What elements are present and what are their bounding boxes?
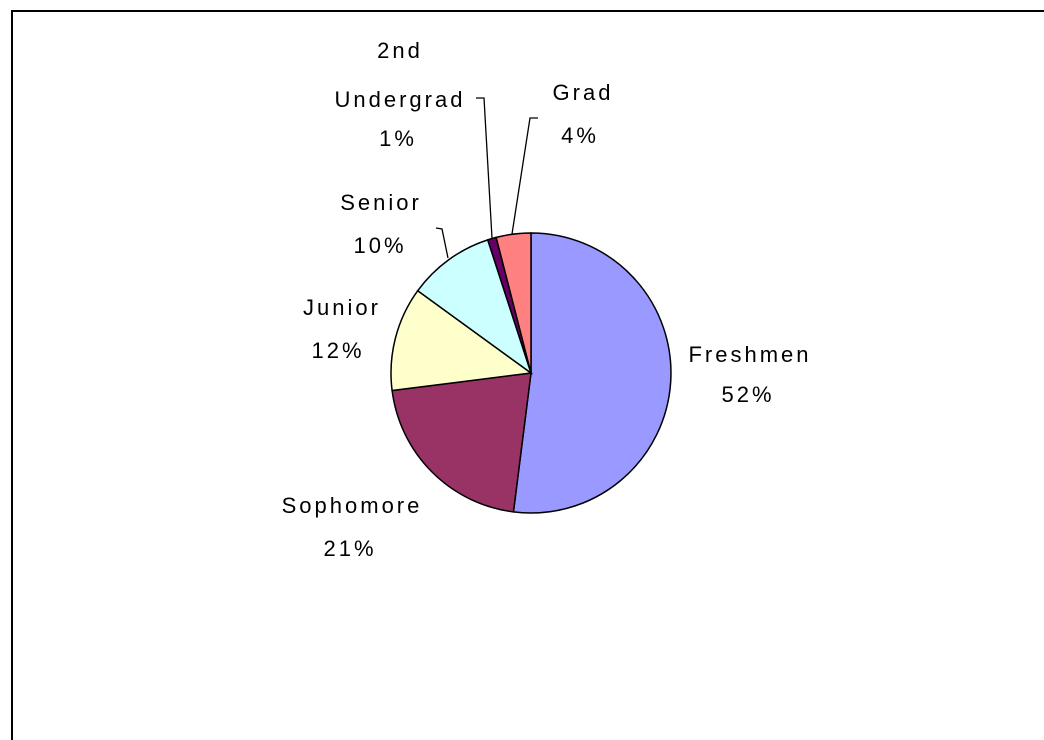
data-label-grad-name: Grad (553, 80, 614, 105)
pie-slice-freshmen (512, 232, 672, 514)
data-label-freshmen-name: Freshmen (688, 342, 811, 367)
pie-slice-senior (416, 238, 533, 375)
data-label-freshmen-percent: 52% (721, 382, 774, 407)
leader-line-grad (511, 117, 538, 235)
data-label-senior-percent: 10% (353, 233, 406, 258)
data-label-junior-name: Junior (303, 295, 381, 320)
leader-line-senior (435, 227, 449, 259)
data-label-2nd-undergrad-percent: 1% (379, 126, 417, 151)
data-label-sophomore-percent: 21% (323, 536, 376, 561)
pie-slice-junior (390, 289, 533, 392)
data-label-grad-percent: 4% (561, 123, 599, 148)
data-label-sophomore-name: Sophomore (282, 493, 423, 518)
leader-line-2nd-undergrad (476, 97, 493, 239)
pie-slice-sophomore (391, 372, 532, 513)
data-label-2nd-undergrad-name: 2nd (377, 38, 423, 63)
pie-slice-grad (495, 232, 532, 374)
data-label-2nd-undergrad-name: Undergrad (335, 87, 466, 112)
data-label-senior-name: Senior (340, 190, 422, 215)
data-label-junior-percent: 12% (311, 338, 364, 363)
